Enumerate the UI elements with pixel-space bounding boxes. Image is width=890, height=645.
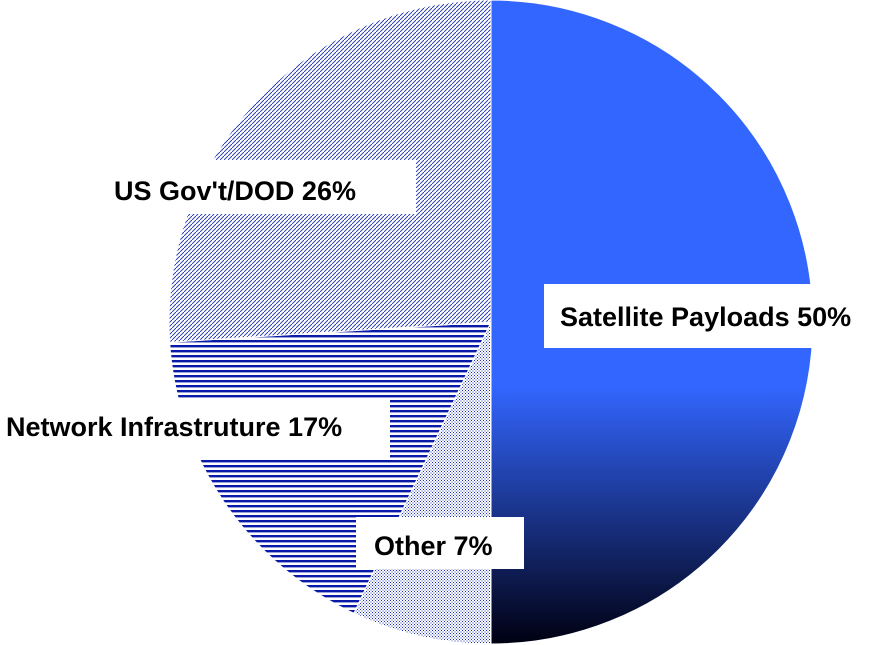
slice-label-other: Other 7%: [374, 531, 493, 561]
slice-label-network-infrastructure: Network Infrastruture 17%: [6, 412, 342, 442]
slice-label-us-govt-dod: US Gov't/DOD 26%: [114, 176, 356, 206]
slice-label-satellite-payloads: Satellite Payloads 50%: [560, 302, 851, 332]
